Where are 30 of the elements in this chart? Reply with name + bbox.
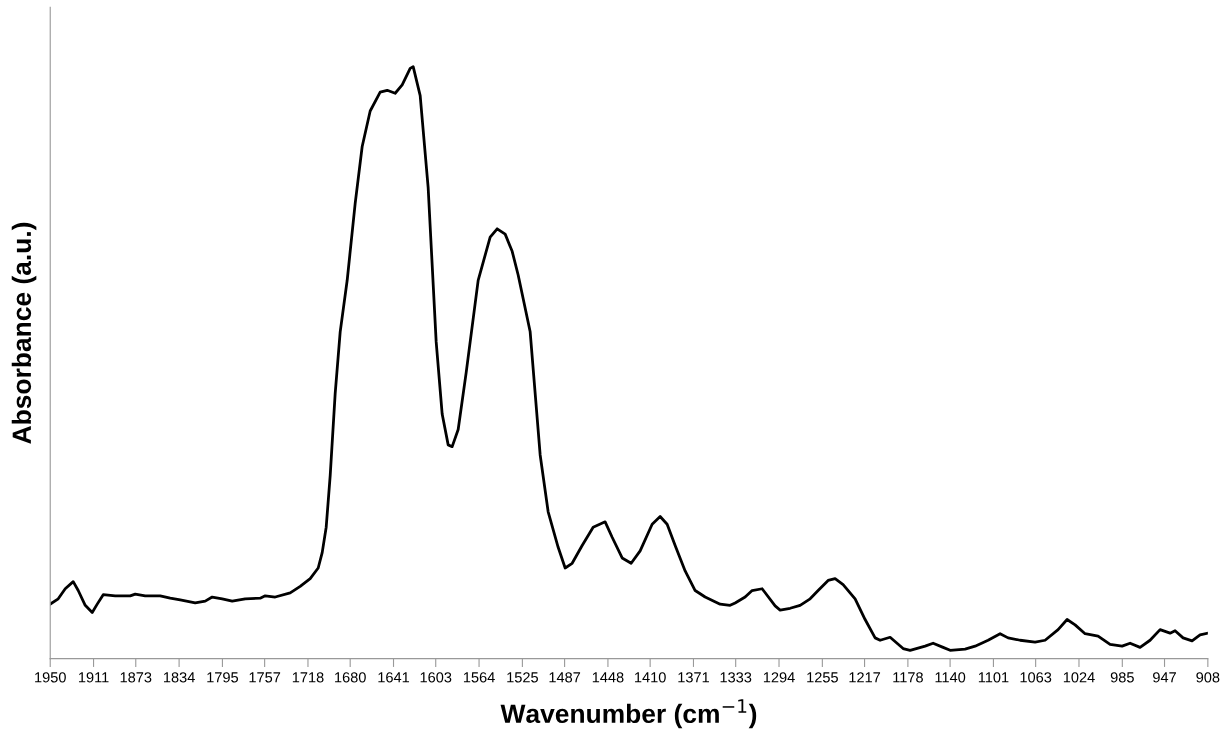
x-tick-label: 1641: [378, 672, 410, 683]
x-tick-label: 1603: [420, 672, 452, 683]
x-tick-label: 1950: [35, 672, 66, 683]
x-tick-label: 1178: [893, 672, 923, 683]
x-tick-label: 1834: [163, 672, 195, 683]
x-tick-label: 1718: [292, 672, 324, 683]
x-tick-label: 1757: [249, 672, 281, 683]
x-tick-label: 1487: [549, 672, 581, 683]
x-tick-label: 1873: [120, 672, 152, 683]
x-tick-label: 985: [1110, 672, 1134, 683]
x-tick-label: 1294: [763, 672, 795, 683]
x-tick-label: 1371: [678, 672, 709, 683]
x-tick-label: 1795: [207, 672, 239, 683]
x-tick-label: 1564: [463, 672, 495, 683]
x-tick-label: 1410: [635, 672, 666, 683]
x-tick-label: 1217: [849, 672, 881, 683]
x-tick-label: 1333: [720, 672, 752, 683]
x-tick-label: 1680: [335, 672, 366, 683]
x-tick-label: 1448: [592, 672, 624, 683]
x-axis-title: Wavenumber (cm$^{−1}$): [500, 699, 757, 729]
x-tick-label: 1140: [935, 672, 966, 683]
y-axis-title: Absorbance (a.u.): [11, 222, 37, 444]
x-tick-label: 1101: [978, 672, 1009, 683]
x-tick-label: 1063: [1020, 672, 1052, 683]
x-tick-label: 947: [1153, 672, 1176, 683]
x-tick-label: 1255: [807, 672, 838, 683]
x-tick-label: 1525: [507, 672, 538, 683]
x-tick-label: 908: [1196, 672, 1220, 683]
x-tick-label: 1024: [1063, 672, 1095, 683]
x-tick-label: 1911: [78, 672, 109, 683]
